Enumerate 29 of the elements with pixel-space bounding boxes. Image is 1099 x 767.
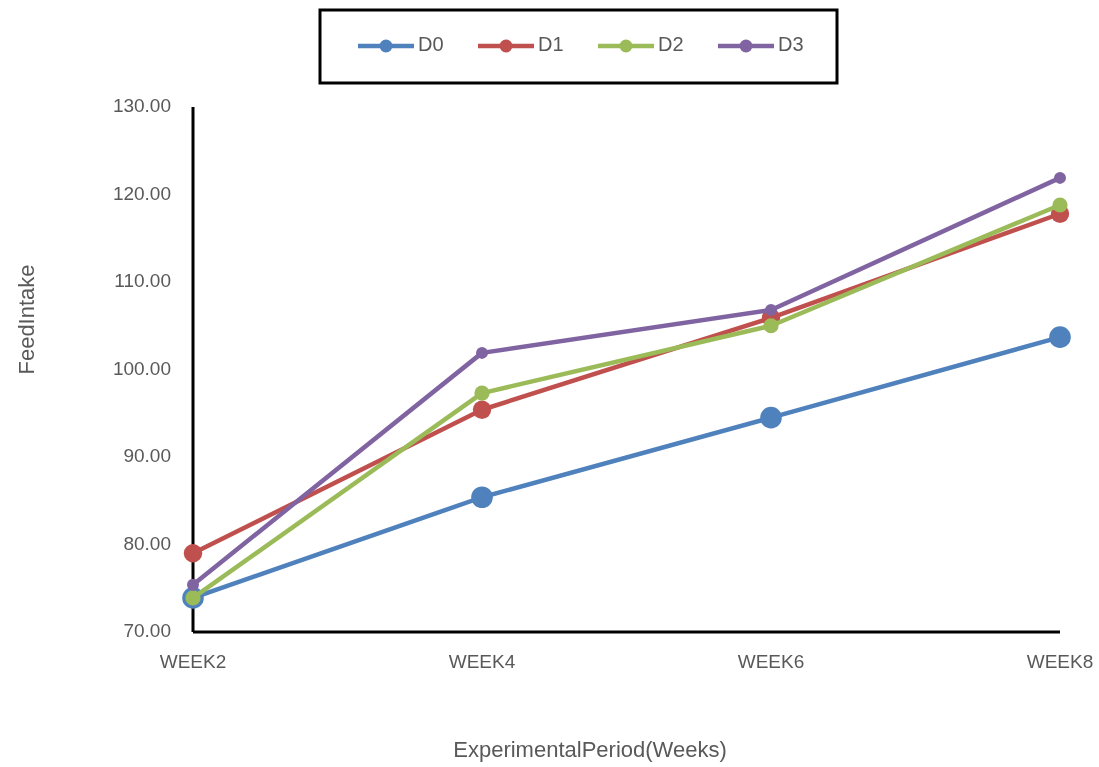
legend-label: D1: [538, 33, 564, 56]
y-tick-label: 80.00: [123, 532, 171, 554]
point: [476, 346, 488, 359]
x-tick-label: WEEK6: [737, 651, 805, 672]
y-tick-label: 120.00: [112, 182, 171, 204]
y-axis-title: FeedIntake: [14, 264, 39, 375]
point: [474, 385, 490, 401]
y-tick-label: 110.00: [114, 270, 171, 292]
legend-label: D2: [658, 33, 684, 56]
x-tick-label: WEEK2: [159, 651, 227, 672]
legend-label: D0: [418, 33, 444, 56]
point: [472, 400, 492, 419]
point: [760, 406, 782, 429]
x-tick-label: WEEK8: [1026, 651, 1094, 672]
x-tick-label: WEEK4: [448, 651, 516, 672]
point: [1054, 171, 1066, 184]
y-tick-label: 100.00: [112, 357, 171, 379]
point: [183, 544, 203, 563]
y-tick-label: 130.00: [112, 95, 171, 117]
y-tick-label: 70.00: [123, 620, 171, 642]
point: [1052, 197, 1068, 213]
y-tick-label: 90.00: [123, 445, 171, 467]
point: [471, 486, 493, 509]
point: [763, 318, 779, 334]
x-axis-title: ExperimentalPeriod(Weeks): [453, 737, 727, 762]
legend-label: D3: [778, 33, 804, 56]
point: [187, 578, 199, 591]
point: [765, 304, 777, 316]
point: [1049, 326, 1071, 348]
